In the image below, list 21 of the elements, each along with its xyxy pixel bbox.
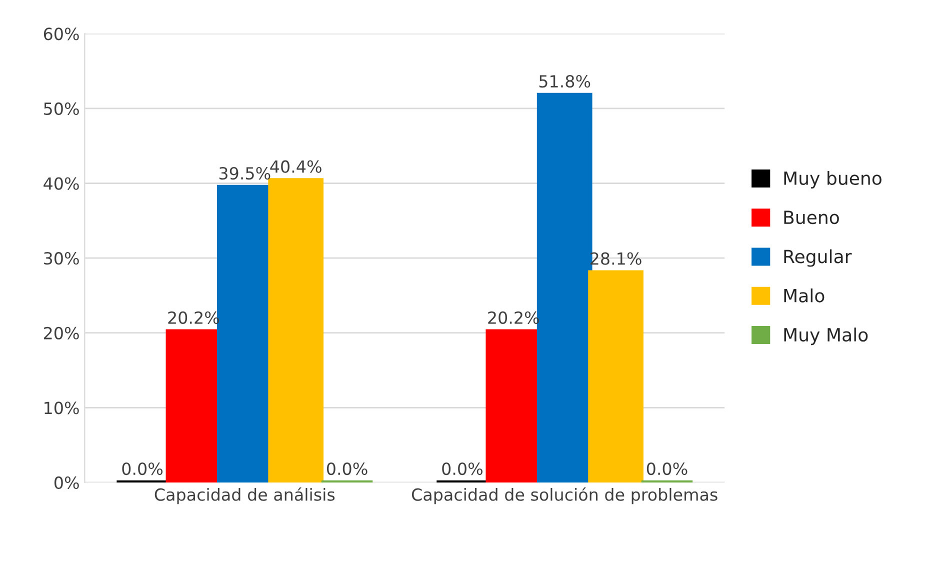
legend-label: Muy Malo — [784, 328, 868, 346]
data-label: 40.4% — [270, 160, 322, 173]
y-tick-label: 10% — [44, 402, 79, 414]
x-tick-label: Capacidad de análisis — [154, 487, 335, 504]
y-tick-label: 0% — [54, 476, 79, 490]
data-label: 51.8% — [539, 74, 590, 88]
y-tick-label: 50% — [44, 102, 79, 116]
legend-label: Regular — [784, 249, 852, 267]
y-tick-label: 40% — [44, 177, 79, 190]
legend-label: Muy bueno — [784, 171, 882, 189]
x-tick-label: Capacidad de solución de problemas — [412, 487, 718, 504]
legend-label: Bueno — [784, 210, 839, 224]
data-label: 0.0% — [122, 462, 163, 476]
data-label: 0.0% — [646, 462, 688, 476]
data-label: 39.5% — [219, 166, 270, 180]
y-tick-label: 20% — [44, 326, 79, 340]
data-label: 0.0% — [326, 462, 368, 476]
data-label: 0.0% — [442, 462, 482, 476]
y-tick-label: 30% — [44, 252, 79, 265]
legend-label: Malo — [784, 288, 824, 302]
y-tick-label: 60% — [44, 28, 79, 40]
